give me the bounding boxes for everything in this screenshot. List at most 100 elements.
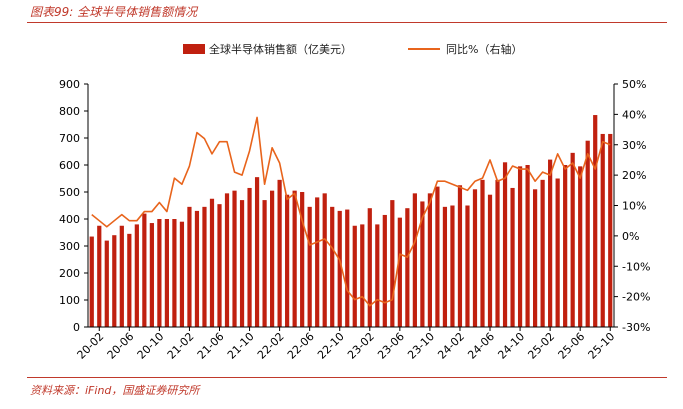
x-tick-label: 21-10 (225, 330, 257, 362)
x-tick-label: 23-06 (375, 330, 407, 362)
bar (232, 190, 237, 327)
x-tick-label: 23-10 (405, 330, 437, 362)
bar (247, 187, 252, 327)
bar (585, 140, 590, 327)
bar (224, 193, 230, 327)
bar (269, 190, 275, 327)
bar (300, 192, 305, 327)
bar (382, 214, 387, 327)
bar (330, 206, 335, 327)
bar (187, 206, 192, 327)
x-tick-label: 20-06 (105, 330, 137, 362)
bar (149, 223, 154, 327)
bar (315, 197, 320, 327)
y-right-tick-label: 10% (622, 200, 646, 213)
bar (480, 179, 485, 327)
semiconductor-sales-chart: 0 100 200 300 400 500 600 700 800 900 -30% -20% -10%… (59, 42, 650, 362)
bar (487, 194, 493, 327)
y-left-tick-label: 700 (59, 132, 80, 145)
bar (405, 208, 410, 327)
y-right-tick-label: 0% (622, 230, 639, 243)
bar (134, 224, 139, 327)
bar (104, 240, 109, 327)
x-tick-label: 20-10 (135, 330, 167, 362)
bar (164, 219, 170, 327)
bar (262, 200, 267, 327)
y-left-tick-label: 400 (59, 213, 80, 226)
legend-bar-swatch (183, 44, 205, 54)
x-tick-label: 22-06 (285, 330, 317, 362)
x-tick-label: 21-02 (165, 330, 197, 362)
bar (322, 193, 327, 327)
y-left-tick-label: 800 (59, 105, 80, 118)
x-tick-label: 25-10 (586, 330, 618, 362)
y-right-tick-label: 50% (622, 78, 646, 91)
bar (593, 115, 598, 327)
y-left-tick-label: 900 (59, 78, 80, 91)
bar (457, 185, 463, 327)
x-tick-label: 22-10 (315, 330, 347, 362)
bar (360, 224, 365, 327)
bar (450, 205, 455, 327)
bar (277, 179, 282, 327)
y-left-tick-label: 600 (59, 159, 80, 172)
bar (367, 208, 372, 327)
y-right-tick-label: 20% (622, 169, 646, 182)
bar (157, 219, 162, 327)
bar (194, 210, 200, 327)
figure-title: 图表99: 全球半导体销售额情况 (30, 5, 198, 19)
bar (239, 200, 245, 327)
y-left-tick-label: 200 (59, 267, 80, 280)
bar (397, 217, 402, 327)
bar (375, 224, 380, 327)
bar (427, 193, 433, 327)
title-divider (27, 22, 667, 23)
bar (292, 190, 297, 327)
bar (307, 206, 312, 327)
bar (555, 178, 560, 327)
bar (532, 189, 538, 327)
y-right-tick-label: 40% (622, 108, 646, 121)
bar (525, 165, 530, 327)
bar (495, 179, 500, 327)
source-divider (27, 377, 667, 378)
bar (412, 193, 417, 327)
bar (435, 186, 440, 327)
y-left-tick-label: 100 (59, 294, 80, 307)
bar (209, 198, 215, 327)
y-right-tick-label: 30% (622, 139, 646, 152)
y-right-tick-label: -10% (622, 260, 650, 273)
bar (563, 165, 568, 327)
legend-bar-label: 全球半导体销售额（亿美元） (209, 42, 352, 56)
x-tick-label: 24-02 (435, 330, 467, 362)
bar (420, 201, 425, 327)
x-tick-label: 25-02 (525, 330, 557, 362)
bar (540, 179, 545, 327)
bar (472, 189, 478, 327)
x-tick-label: 24-10 (495, 330, 527, 362)
bar (390, 200, 395, 327)
bar (202, 206, 207, 327)
bar (254, 177, 260, 327)
bar (345, 209, 350, 327)
bar (510, 187, 515, 327)
bar (442, 206, 448, 327)
x-tick-label: 22-02 (255, 330, 287, 362)
bar (608, 133, 613, 327)
y-left-tick-label: 0 (73, 321, 80, 334)
bar (112, 235, 117, 327)
x-tick-label: 21-06 (195, 330, 227, 362)
y-right-tick-label: -20% (622, 291, 650, 304)
x-tick-label: 25-06 (556, 330, 588, 362)
source-note: 资料来源：iFind，国盛证券研究所 (30, 384, 200, 397)
bar (89, 236, 94, 327)
bar (119, 225, 124, 327)
bar (142, 213, 147, 327)
bar (548, 159, 553, 327)
y-left-tick-label: 300 (59, 240, 80, 253)
bar (179, 221, 185, 327)
bar (217, 204, 222, 327)
bar (465, 205, 470, 327)
x-tick-label: 20-02 (75, 330, 107, 362)
bar (352, 225, 357, 327)
